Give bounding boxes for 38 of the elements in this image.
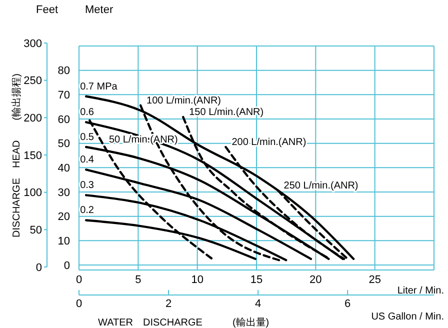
series-label: 0.7 MPa — [80, 81, 118, 92]
x2-tick-label: 4 — [255, 298, 262, 310]
y2-tick-label: 150 — [24, 150, 42, 162]
y2-tick-label: 0 — [36, 262, 42, 274]
x2-tick-label: 0 — [76, 298, 82, 310]
y2-tick-label: 250 — [24, 75, 42, 88]
y-tick-label: 60 — [58, 114, 70, 126]
x2-tick-label: 6 — [344, 298, 351, 310]
y2-tick-label: 50 — [30, 224, 42, 237]
y2-tick-label: 200 — [24, 112, 42, 125]
x-tick-label: 5 — [135, 274, 142, 286]
series-label: 0.3 — [80, 180, 94, 192]
y-tick-label: 40 — [58, 162, 70, 175]
series-label: 0.2 — [80, 205, 94, 216]
x-tick-label: 25 — [368, 274, 381, 286]
series-label: 0.5 — [80, 132, 94, 143]
y-axis-title: Meter — [85, 4, 114, 16]
x-tick-label: 10 — [191, 274, 204, 286]
y-tick-label: 80 — [58, 65, 70, 78]
series-label: 0.6 — [80, 107, 94, 118]
x-tick-label: 20 — [310, 274, 322, 286]
text: WATER DISCHARGE (輸出量) — [98, 316, 270, 328]
y-tick-label: 10 — [58, 236, 70, 248]
y2-tick-label: 100 — [24, 187, 42, 200]
y-tick-label: 20 — [58, 211, 70, 224]
series-label: 0.4 — [80, 154, 94, 166]
y2-axis-title: Feet — [36, 4, 58, 16]
y-tick-label: 30 — [58, 186, 70, 199]
y-tick-label: 70 — [58, 90, 70, 102]
y2-tick-label: 300 — [24, 38, 42, 50]
y-tick-label: 0 — [64, 260, 70, 272]
y-tick-label: 50 — [58, 138, 70, 150]
x-axis-title: Liter / Min. — [397, 286, 444, 296]
x-tick-label: 15 — [250, 274, 263, 286]
text: DISCHARGE HEAD (輸出揚程) — [10, 74, 22, 238]
x2-axis-title: US Gallon / Min. — [371, 312, 444, 322]
x-tick-label: 0 — [76, 274, 82, 286]
x2-tick-label: 2 — [165, 298, 172, 310]
